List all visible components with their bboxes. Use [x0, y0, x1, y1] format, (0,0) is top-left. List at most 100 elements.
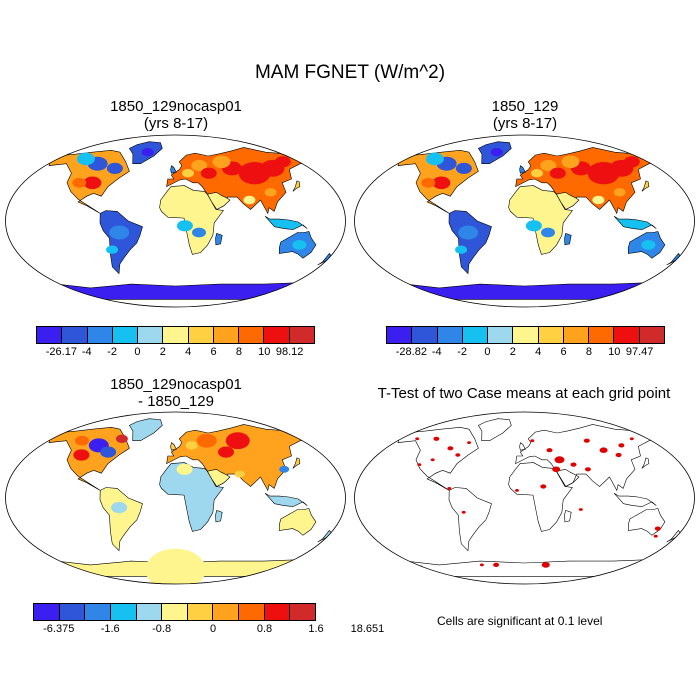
significant-cell — [554, 456, 565, 464]
land-antarctica — [39, 281, 313, 300]
colorbar-swatch — [187, 604, 214, 620]
data-cell-cluster — [432, 176, 451, 190]
land-indonesia — [264, 215, 308, 230]
colorbar-swatch — [289, 327, 314, 343]
data-cell-cluster — [100, 446, 117, 458]
colorbar-swatch — [462, 327, 489, 343]
land-japan — [292, 457, 301, 469]
data-cell-cluster — [561, 155, 580, 169]
significant-cell — [552, 466, 561, 473]
significant-cell — [430, 458, 435, 462]
land-northAmerica — [397, 426, 479, 491]
map-border — [354, 134, 695, 308]
land-greenland — [477, 418, 512, 441]
colorbar-tick-label: -1.6 — [100, 623, 120, 635]
data-cell-cluster — [258, 432, 277, 446]
ocean — [354, 412, 695, 584]
data-cell-cluster — [293, 517, 306, 527]
colorbar-tick-label: 0 — [210, 623, 217, 635]
colorbar-swatch — [437, 327, 463, 343]
land-japan — [292, 180, 301, 192]
colorbar-swatch — [290, 604, 316, 620]
colorbar-swatch — [188, 327, 214, 343]
data-cell-cluster — [243, 195, 256, 205]
data-cell-cluster — [185, 441, 198, 450]
data-cell-cluster — [425, 152, 444, 166]
significant-cell — [415, 437, 420, 441]
significant-cell — [615, 452, 622, 458]
colorbar-swatch — [264, 327, 290, 343]
colorbar-swatch — [239, 604, 265, 620]
data-cell-cluster — [292, 240, 307, 250]
land-indonesia — [264, 492, 308, 507]
data-cell-cluster — [109, 225, 130, 240]
data-cell-cluster — [455, 245, 468, 254]
significance-note: Cells are significant at 0.1 level — [437, 614, 603, 628]
significant-cell — [638, 431, 643, 435]
significant-cell — [417, 463, 422, 466]
significant-cell — [578, 508, 583, 511]
significant-cell — [618, 443, 625, 448]
data-cell-cluster — [176, 463, 193, 475]
colorbar-tick-label: -4 — [81, 346, 92, 358]
land-uk — [519, 165, 526, 174]
colorbar-difference — [33, 603, 316, 621]
colorbar-swatch — [59, 604, 86, 620]
significant-cell — [584, 467, 591, 472]
data-cell-cluster — [218, 446, 234, 458]
colorbar-swatch — [112, 327, 139, 343]
map-difference — [5, 411, 346, 585]
colorbar-case1 — [36, 326, 315, 344]
colorbar-tick-label: 10 — [258, 346, 271, 358]
colorbar-swatch — [85, 604, 111, 620]
panel-3-title: 1850_129nocasp01 - 1850_129 — [76, 376, 276, 410]
land-southAmerica — [448, 210, 492, 275]
colorbar-tick-label: -0.8 — [152, 623, 172, 635]
data-cell-cluster — [533, 194, 554, 209]
map-border — [5, 411, 346, 585]
colorbar-case2 — [386, 326, 665, 344]
land-southAmerica — [448, 487, 492, 552]
land-madagascar — [564, 510, 572, 523]
panel-2-title: 1850_129 (yrs 8-17) — [425, 98, 625, 132]
data-cell-cluster — [83, 176, 102, 190]
colorbar-tick-label: 98.12 — [275, 346, 304, 358]
colorbar-swatch — [87, 327, 113, 343]
land-northAmerica — [48, 426, 130, 491]
data-cell-cluster — [225, 432, 250, 450]
colorbar-swatch — [213, 327, 240, 343]
colorbar-swatch — [589, 327, 615, 343]
colorbar-swatch — [34, 604, 60, 620]
colorbar-tick-label: -26.17 — [45, 346, 77, 358]
data-cell-cluster — [455, 162, 472, 174]
land-uk — [170, 165, 177, 174]
colorbar-swatch — [412, 327, 438, 343]
map-case2 — [354, 134, 695, 308]
colorbar-swatch — [213, 604, 240, 620]
colorbar-swatch — [639, 327, 664, 343]
panel-3-title-line1: 1850_129nocasp01 — [110, 376, 242, 393]
data-cell-cluster — [421, 177, 436, 188]
colorbar-tick-label: 2 — [509, 346, 516, 358]
land-madagascar — [215, 233, 223, 246]
data-cell-cluster — [234, 470, 245, 478]
colorbar-swatch — [563, 327, 590, 343]
data-cell-cluster — [191, 160, 208, 172]
land-arabia — [206, 191, 231, 210]
significant-cell — [455, 453, 461, 457]
data-cell-cluster — [592, 195, 605, 205]
data-cell-cluster — [192, 227, 206, 238]
significant-cell — [653, 534, 658, 538]
data-cell-cluster — [490, 148, 503, 157]
data-cell-cluster — [138, 425, 151, 434]
colorbar-swatch — [614, 327, 640, 343]
data-cell-cluster — [641, 240, 656, 250]
colorbar-tick-label: -6.375 — [43, 623, 75, 635]
land-arabia — [206, 468, 231, 487]
colorbar-tick-label: 1.6 — [308, 623, 324, 635]
panel-1-title-line1: 1850_129nocasp01 — [110, 98, 242, 115]
significant-cell — [493, 562, 500, 567]
data-cell-cluster — [540, 160, 557, 172]
colorbar-tick-label: -2 — [107, 346, 117, 358]
colorbar-tick-label: 6 — [560, 346, 567, 358]
